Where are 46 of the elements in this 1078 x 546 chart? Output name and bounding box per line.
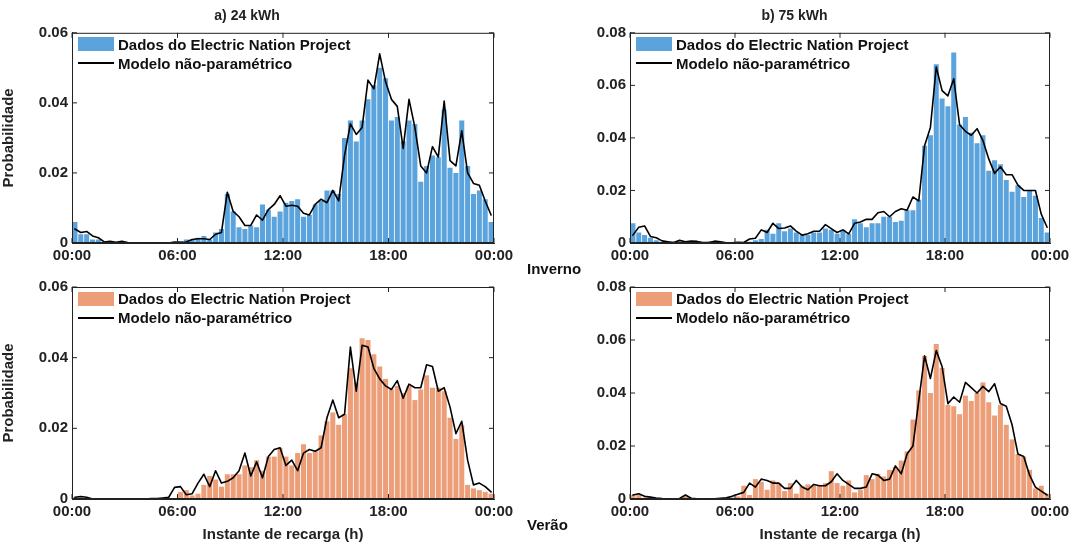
y-axis-title: Probabilidade — [0, 343, 17, 443]
x-tick-label: 06:00 — [715, 502, 755, 520]
legend-label: Modelo não-paramétrico — [676, 53, 851, 73]
legend-label: Dados do Electric Nation Project — [118, 289, 351, 308]
y-tick-label: 0.06 — [596, 330, 626, 348]
y-tick-label: 0.06 — [596, 75, 626, 93]
y-tick-label: 0.06 — [38, 277, 68, 295]
y-axis-title: Probabilidade — [0, 88, 17, 188]
x-tick-label: 12:00 — [263, 502, 303, 520]
x-tick-label: 12:00 — [263, 246, 303, 264]
y-tick-label: 0.04 — [38, 93, 69, 111]
x-tick-label: 06:00 — [158, 246, 197, 264]
y-tick-label: 0.08 — [596, 277, 626, 295]
x-tick-label: 06:00 — [158, 502, 197, 520]
text: Inverno — [527, 260, 582, 277]
y-tick-label: 0.08 — [596, 22, 626, 40]
x-axis-title: Instante de recarga (h) — [202, 525, 364, 543]
legend-label: Dados do Electric Nation Project — [118, 34, 351, 54]
x-tick-label: 12:00 — [820, 502, 860, 520]
legend-label: Modelo não-paramétrico — [676, 308, 851, 327]
x-tick-label: 00:00 — [474, 246, 514, 264]
x-axis-title: Instante de recarga (h) — [759, 525, 921, 543]
x-tick-label: 18:00 — [925, 246, 965, 264]
y-tick-label: 0.04 — [38, 347, 69, 365]
y-tick-label: 0.06 — [38, 22, 68, 40]
y-tick-label: 0.02 — [596, 180, 626, 198]
chart-title: a) 24 kWh — [214, 7, 280, 24]
legend-label: Modelo não-paramétrico — [118, 53, 293, 73]
legend-label: Modelo não-paramétrico — [118, 308, 293, 327]
y-tick-label: 0.02 — [38, 418, 68, 436]
y-tick-label: 0.02 — [596, 436, 626, 454]
chart-title: b) 75 kWh — [761, 7, 828, 24]
legend-label: Dados do Electric Nation Project — [676, 289, 909, 308]
x-tick-label: 12:00 — [820, 246, 860, 264]
y-tick-label: 0.04 — [596, 128, 627, 146]
x-tick-label: 18:00 — [369, 246, 408, 264]
x-tick-label: 00:00 — [1030, 246, 1070, 264]
y-tick-label: 0.02 — [38, 163, 68, 181]
x-tick-label: 18:00 — [369, 502, 408, 520]
text: Verão — [527, 516, 568, 533]
x-tick-label: 00:00 — [1030, 502, 1070, 520]
x-tick-label: 06:00 — [715, 246, 755, 264]
legend-label: Dados do Electric Nation Project — [676, 34, 909, 54]
y-tick-label: 0.04 — [596, 383, 627, 401]
x-tick-label: 18:00 — [925, 502, 965, 520]
x-tick-label: 00:00 — [474, 502, 514, 520]
